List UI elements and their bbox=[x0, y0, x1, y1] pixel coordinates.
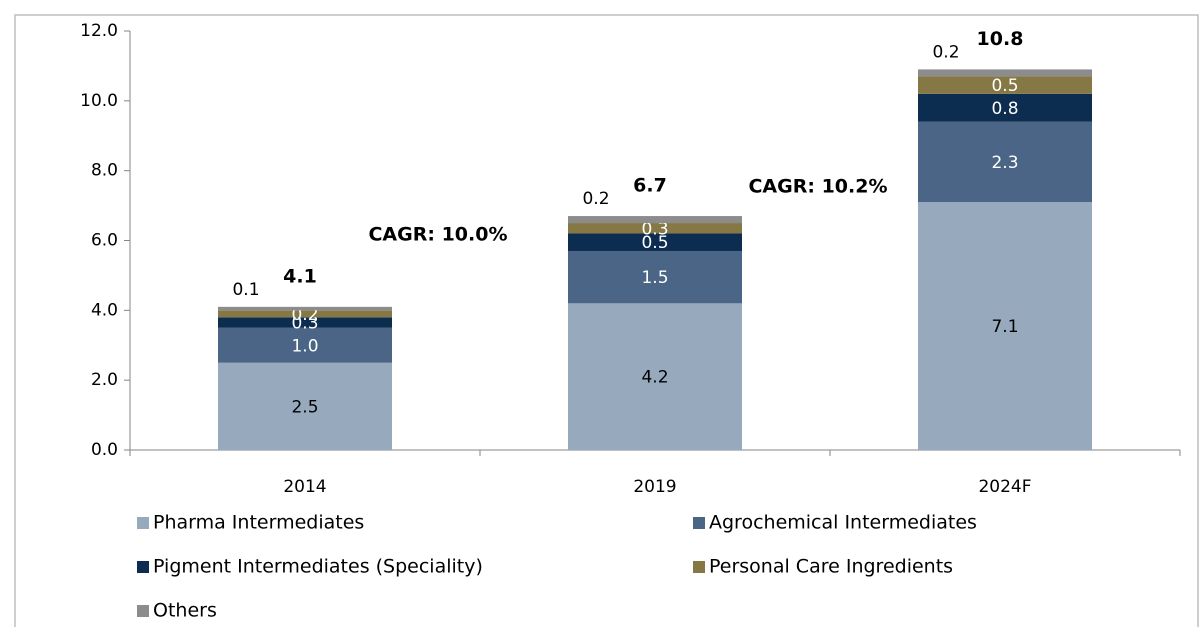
y-tick-label: 2.0 bbox=[91, 370, 118, 390]
bar-segment bbox=[918, 202, 1092, 450]
legend-swatch bbox=[137, 605, 149, 617]
data-label: 0.8 bbox=[991, 99, 1018, 119]
data-label: 0.2 bbox=[932, 42, 959, 62]
data-label: 0.1 bbox=[232, 280, 259, 300]
legend-label: Pharma Intermediates bbox=[153, 512, 364, 534]
annotation: CAGR: 10.0% bbox=[368, 224, 507, 246]
bar-segment bbox=[218, 362, 392, 450]
bar-segment bbox=[568, 223, 742, 234]
bar-segment bbox=[568, 250, 742, 304]
data-label: 4.2 bbox=[641, 368, 668, 388]
annotation: CAGR: 10.2% bbox=[748, 176, 887, 198]
bar-segment bbox=[218, 306, 392, 311]
y-tick-label: 4.0 bbox=[91, 300, 118, 320]
data-label: 1.0 bbox=[291, 336, 318, 356]
data-label: 7.1 bbox=[991, 317, 1018, 337]
bar-segment bbox=[568, 216, 742, 224]
data-label: 1.5 bbox=[641, 268, 668, 288]
data-label: 2.5 bbox=[291, 397, 318, 417]
bar-segment bbox=[568, 233, 742, 251]
legend-label: Others bbox=[153, 600, 217, 622]
total-label: 4.1 bbox=[283, 265, 317, 287]
y-tick-label: 8.0 bbox=[91, 161, 118, 181]
data-label: 0.3 bbox=[641, 219, 668, 239]
legend-swatch bbox=[693, 561, 705, 573]
frame bbox=[14, 14, 1199, 627]
bar-segment bbox=[918, 76, 1092, 94]
bar-segment bbox=[218, 317, 392, 328]
bar-segment bbox=[918, 121, 1092, 203]
x-tick-label: 2014 bbox=[283, 477, 326, 497]
bar-segment bbox=[218, 327, 392, 363]
y-tick-label: 10.0 bbox=[80, 91, 118, 111]
legend-swatch bbox=[137, 561, 149, 573]
data-label: 2.3 bbox=[991, 153, 1018, 173]
data-label: 0.5 bbox=[641, 233, 668, 253]
legend-label: Pigment Intermediates (Speciality) bbox=[153, 556, 483, 578]
legend-label: Agrochemical Intermediates bbox=[709, 512, 977, 534]
bar-segment bbox=[218, 310, 392, 318]
x-tick-label: 2019 bbox=[633, 477, 676, 497]
bar-segment bbox=[568, 303, 742, 450]
legend-swatch bbox=[693, 517, 705, 529]
data-label: 0.2 bbox=[582, 189, 609, 209]
legend-label: Personal Care Ingredients bbox=[709, 556, 953, 578]
bar-segment bbox=[918, 69, 1092, 77]
x-tick-label: 2024F bbox=[978, 477, 1031, 497]
data-label: 0.3 bbox=[291, 314, 318, 334]
bar-segment bbox=[918, 93, 1092, 122]
total-label: 6.7 bbox=[633, 175, 667, 197]
y-tick-label: 0.0 bbox=[91, 440, 118, 460]
total-label: 10.8 bbox=[977, 28, 1024, 50]
data-label: 0.5 bbox=[991, 76, 1018, 96]
y-tick-label: 12.0 bbox=[80, 21, 118, 41]
legend-swatch bbox=[137, 517, 149, 529]
y-tick-label: 6.0 bbox=[91, 231, 118, 251]
